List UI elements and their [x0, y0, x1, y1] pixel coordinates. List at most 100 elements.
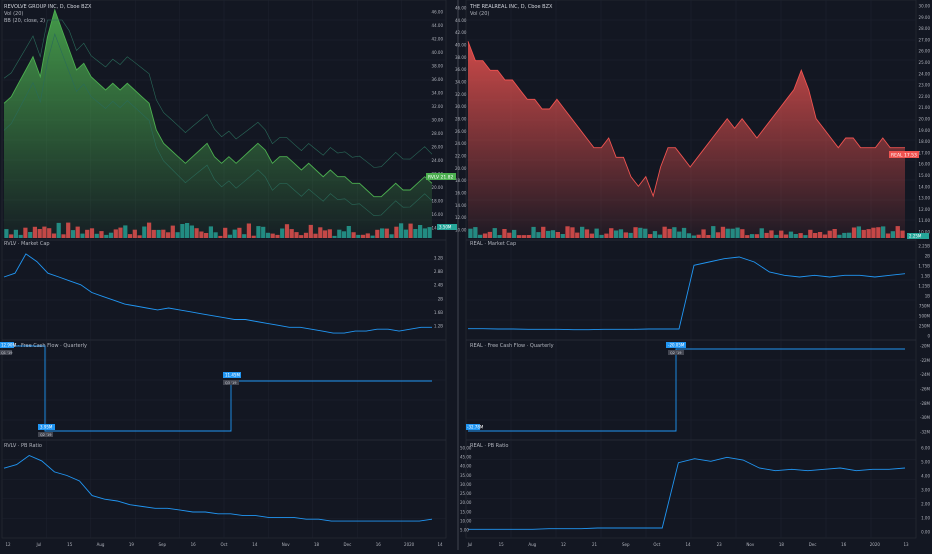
left-volume-bar: [408, 223, 413, 238]
right-volume-bar: [521, 235, 526, 238]
right-price-axis-tick: 28.00: [919, 26, 931, 31]
left-volume-bar: [351, 232, 356, 238]
svg-text:Q1 '19: Q1 '19: [1, 351, 13, 355]
right-mid-axis-tick: 40.00: [455, 43, 467, 48]
left-volume-bar: [204, 233, 209, 238]
right-volume-bar: [779, 230, 784, 238]
left-volume-bar: [13, 229, 18, 238]
right-price-axis-tick: 26.00: [919, 49, 931, 54]
right-pb-axis-right-tick: 4.00: [921, 474, 930, 479]
right-volume-bar: [550, 230, 556, 238]
right-volume-bar: [487, 231, 492, 238]
right-pb-axis-left-tick: 35.00: [460, 473, 472, 478]
left-market-cap-label: RVLV · Market Cap: [4, 241, 50, 247]
right-price-axis-tick: 22.00: [919, 94, 931, 99]
right-volume-bar: [531, 226, 536, 238]
left-volume-bar: [370, 235, 375, 238]
left-volume-bar: [89, 228, 95, 238]
right-volume-bar: [711, 226, 716, 238]
left-volume-bar: [66, 222, 71, 238]
right-volume-bar: [749, 234, 755, 238]
left-volume-bar: [9, 234, 14, 238]
left-price-axis-tick: 42.00: [432, 37, 444, 42]
right-fcf-step-line: [468, 348, 905, 432]
left-volume-bar: [42, 226, 47, 238]
left-volume-bar: [142, 226, 147, 238]
left-header: REVOLVE GROUP INC, D, Cboe BZX: [4, 4, 92, 10]
right-volume-bar: [774, 234, 779, 238]
right-pb-label: REAL · PB Ratio: [470, 443, 508, 449]
left-volume-bar: [327, 229, 332, 238]
right-volume-bar: [798, 233, 803, 238]
left-mcap-axis-tick: 2.4B: [434, 283, 443, 288]
left-volume-bar: [18, 234, 23, 238]
right-volume-bar: [546, 230, 551, 238]
left-x-axis-xtick: 16: [191, 542, 197, 547]
left-volume-bar: [284, 224, 290, 238]
left-mcap-axis-tick: 1.2B: [434, 324, 443, 329]
right-price-axis-tick: 17.00: [919, 150, 931, 155]
left-price-area: [4, 10, 432, 238]
left-price-axis-tick: 40.00: [432, 50, 444, 55]
left-price-axis-tick: 32.00: [432, 104, 444, 109]
right-volume-bar: [759, 228, 764, 238]
right-price-axis-tick: 27.00: [919, 37, 931, 42]
left-x-axis-xtick: Aug: [97, 542, 105, 547]
left-x-axis-xtick: Dec: [344, 542, 352, 547]
right-volume-bar: [638, 227, 643, 238]
right-volume-bar: [584, 229, 590, 238]
left-price-axis-tick: 38.00: [432, 64, 444, 69]
left-mcap-axis-tick: 3.2B: [434, 256, 443, 261]
right-volume-bar: [623, 232, 628, 238]
left-price-axis-tick: 46.00: [432, 10, 444, 15]
right-volume-bar: [565, 226, 570, 238]
left-volume-bar: [356, 234, 361, 238]
right-mid-axis-tick: 14.00: [455, 203, 467, 208]
right-volume-bar: [526, 235, 531, 238]
right-mcap-line: [468, 256, 906, 331]
right-volume-bar: [769, 230, 774, 238]
left-vol-label: Vol (20): [4, 11, 23, 17]
right-volume-bar: [648, 234, 653, 238]
left-volume-bar: [137, 235, 142, 238]
left-chart-panel[interactable]: 46.00 44.00 42.00 40.00 38.00 36.00 34.00 32.00…: [1, 0, 447, 547]
right-market-cap-label: REAL · Market Cap: [470, 241, 516, 247]
right-mid-axis-tick: 26.00: [455, 129, 467, 134]
right-volume-bar: [560, 234, 565, 238]
right-mid-axis-tick: 44.00: [455, 18, 467, 23]
left-volume-bar: [85, 229, 90, 238]
right-mid-axis-tick: 28.00: [455, 117, 467, 122]
right-chart-panel[interactable]: 30.00 29.00 28.00 27.00 26.00 25.00 24.00 23.00…: [455, 0, 931, 547]
right-fcf-axis-tick: -28M: [920, 401, 931, 406]
right-volume-bar: [628, 232, 633, 238]
right-volume-bar: [497, 235, 502, 238]
left-price-axis-tick: 20.00: [432, 185, 444, 190]
right-volume-bar: [473, 227, 478, 238]
right-price-line: [467, 41, 905, 198]
left-volume-bar: [75, 226, 80, 238]
right-mid-axis-tick: 38.00: [455, 55, 467, 60]
right-volume-bar: [672, 227, 677, 238]
left-fcf-box-3: 11.45M Q3 '19: [223, 372, 241, 385]
left-volume-bar: [80, 233, 85, 238]
right-mid-axis-tick: 30.00: [455, 104, 467, 109]
right-volume-bar: [783, 234, 789, 238]
right-volume-bar: [516, 235, 522, 238]
left-volume-bar: [265, 232, 271, 238]
left-volume-bar: [337, 229, 342, 238]
left-x-axis-xtick: Jul: [35, 542, 41, 547]
left-volume-bar: [422, 228, 427, 238]
right-volume-bar: [681, 227, 687, 238]
left-volume-bar: [313, 233, 318, 238]
left-volume-bar: [108, 232, 114, 238]
right-volume-bar: [618, 229, 624, 238]
right-volume-bar: [745, 235, 750, 238]
left-price-axis-tick: 26.00: [432, 145, 444, 150]
right-volume-bar: [614, 230, 619, 238]
left-volume-bar: [113, 229, 118, 238]
right-pb-axis-right-tick: 5.00: [921, 460, 930, 465]
left-volume-bar: [151, 229, 156, 238]
right-volume-bar: [691, 235, 696, 238]
right-mcap-axis-tick: 1.5B: [921, 274, 930, 279]
